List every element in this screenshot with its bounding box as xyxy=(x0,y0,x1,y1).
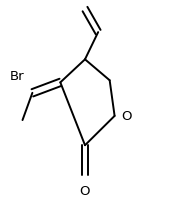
Text: Br: Br xyxy=(9,70,24,83)
Text: O: O xyxy=(121,111,132,123)
Text: O: O xyxy=(80,185,90,198)
